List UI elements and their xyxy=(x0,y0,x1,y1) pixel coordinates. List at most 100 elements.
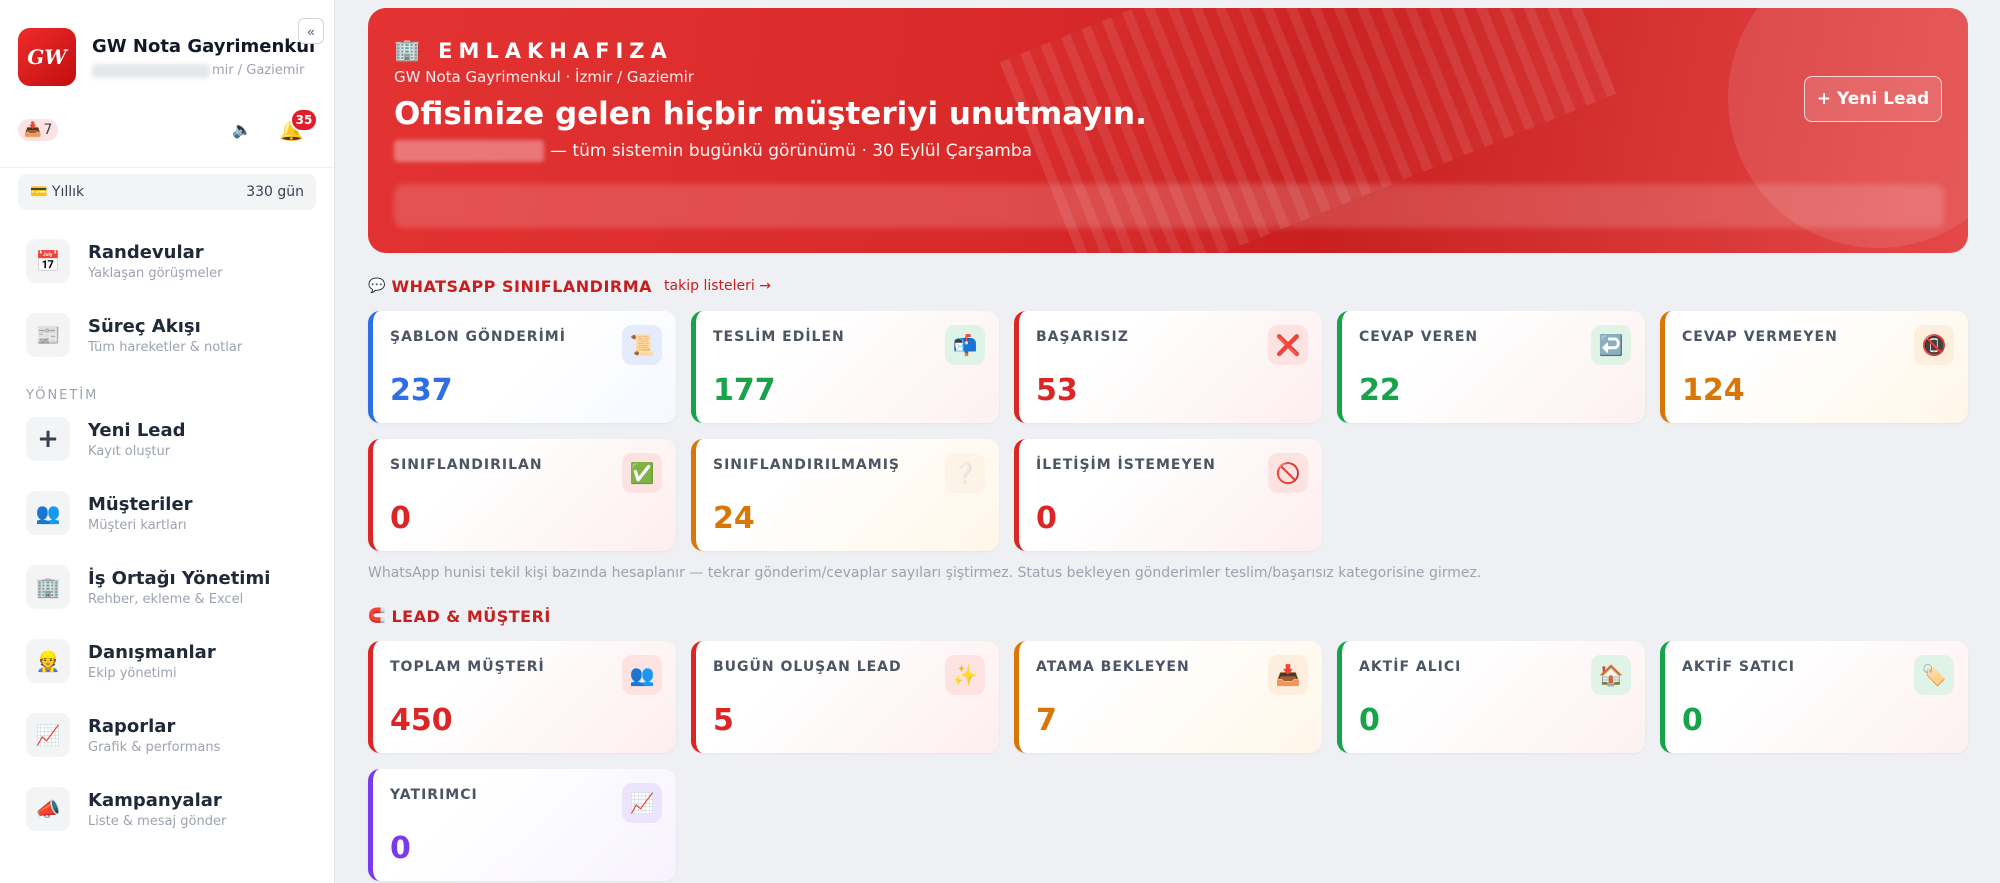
sidebar-item-danismanlar[interactable]: 👷 Danışmanlar Ekip yönetimi xyxy=(0,624,334,698)
chat-icon: 💬 xyxy=(368,278,386,294)
stat-value: 237 xyxy=(390,373,453,408)
magnet-icon: 🧲 xyxy=(368,608,386,624)
stat-card-siniflandirilmamis[interactable]: SINIFLANDIRILMAMIŞ 24 ❔ xyxy=(691,439,999,551)
stat-card-yatirimci[interactable]: YATIRIMCI 0 📈 xyxy=(368,769,676,881)
stat-card-toplam-musteri[interactable]: TOPLAM MÜŞTERİ 450 👥 xyxy=(368,641,676,753)
hero-brand: 🏢 EMLAKHAFIZA xyxy=(394,38,673,63)
stat-value: 0 xyxy=(1036,501,1057,536)
stat-label: CEVAP VERMEYEN xyxy=(1682,329,1838,345)
stat-card-cevap-vermeyen[interactable]: CEVAP VERMEYEN 124 📵 xyxy=(1660,311,1968,423)
inbox-icon: 📥 xyxy=(1268,655,1308,695)
inbox-icon: 📥 xyxy=(24,121,42,138)
stat-card-cevap-veren[interactable]: CEVAP VEREN 22 ↩️ xyxy=(1337,311,1645,423)
stat-card-aktif-satici[interactable]: AKTİF SATICI 0 🏷️ xyxy=(1660,641,1968,753)
redacted-strip xyxy=(394,184,1944,228)
stat-value: 0 xyxy=(1682,703,1703,738)
sidebar-item-kampanyalar[interactable]: 📣 Kampanyalar Liste & mesaj gönder xyxy=(0,772,334,846)
brand-name: GW Nota Gayrimenkul xyxy=(92,36,316,57)
sidebar-nav: 📅 Randevular Yaklaşan görüşmeler 📰 Süreç… xyxy=(0,224,334,846)
sidebar-item-yeni-lead[interactable]: + Yeni Lead Kayıt oluştur xyxy=(0,402,334,476)
tag-icon: 🏷️ xyxy=(1914,655,1954,695)
stat-value: 7 xyxy=(1036,703,1057,738)
inbox-count: 7 xyxy=(43,121,53,138)
sidebar-item-subtitle: Kayıt oluştur xyxy=(88,443,171,459)
whatsapp-stats-grid: ŞABLON GÖNDERİMİ 237 📜 TESLİM EDİLEN 177… xyxy=(368,311,1968,551)
building-icon: 🏢 xyxy=(394,38,427,62)
prohibited-icon: 🚫 xyxy=(1268,453,1308,493)
speaker-icon[interactable]: 🔈 xyxy=(232,120,252,139)
sidebar-item-subtitle: Ekip yönetimi xyxy=(88,665,177,681)
cross-icon: ❌ xyxy=(1268,325,1308,365)
sidebar-item-is-ortagi[interactable]: 🏢 İş Ortağı Yönetimi Rehber, ekleme & Ex… xyxy=(0,550,334,624)
stat-card-aktif-alici[interactable]: AKTİF ALICI 0 🏠 xyxy=(1337,641,1645,753)
hero-banner: 🏢 EMLAKHAFIZA GW Nota Gayrimenkul · İzmi… xyxy=(368,8,1968,253)
inbox-pill[interactable]: 📥 7 xyxy=(18,118,59,141)
sidebar-item-title: Süreç Akışı xyxy=(88,315,201,337)
collapse-sidebar-button[interactable]: « xyxy=(298,18,324,44)
stat-label: SINIFLANDIRILMAMIŞ xyxy=(713,457,900,473)
hero-subtitle: — tüm sistemin bugünkü görünümü · 30 Eyl… xyxy=(394,140,1032,162)
users-icon: 👥 xyxy=(26,491,70,535)
main-content: 🏢 EMLAKHAFIZA GW Nota Gayrimenkul · İzmi… xyxy=(368,8,1968,881)
stat-label: AKTİF ALICI xyxy=(1359,659,1462,675)
status-row: 📥 7 🔈 🔔 35 xyxy=(0,106,334,168)
stat-value: 24 xyxy=(713,501,755,536)
plus-icon: + xyxy=(26,417,70,461)
house-icon: 🏠 xyxy=(1591,655,1631,695)
stat-value: 0 xyxy=(1359,703,1380,738)
sidebar-item-title: Kampanyalar xyxy=(88,789,222,811)
stat-value: 5 xyxy=(713,703,734,738)
sidebar-item-title: Raporlar xyxy=(88,715,176,737)
sidebar-item-raporlar[interactable]: 📈 Raporlar Grafik & performans xyxy=(0,698,334,772)
check-icon: ✅ xyxy=(622,453,662,493)
chart-up-icon: 📈 xyxy=(622,783,662,823)
newspaper-icon: 📰 xyxy=(26,313,70,357)
hero-brand-name: EMLAKHAFIZA xyxy=(438,38,673,63)
whatsapp-note: WhatsApp hunisi tekil kişi bazında hesap… xyxy=(368,565,1482,581)
stat-label: ATAMA BEKLEYEN xyxy=(1036,659,1190,675)
sidebar-item-surec-akisi[interactable]: 📰 Süreç Akışı Tüm hareketler & notlar xyxy=(0,298,334,372)
stat-card-bugun-lead[interactable]: BUGÜN OLUŞAN LEAD 5 ✨ xyxy=(691,641,999,753)
stat-card-sablon[interactable]: ŞABLON GÖNDERİMİ 237 📜 xyxy=(368,311,676,423)
stat-card-atama-bekleyen[interactable]: ATAMA BEKLEYEN 7 📥 xyxy=(1014,641,1322,753)
stat-value: 0 xyxy=(390,501,411,536)
brand-location: mir / Gaziemir xyxy=(92,63,315,78)
new-lead-button[interactable]: + Yeni Lead xyxy=(1804,76,1942,122)
stat-value: 177 xyxy=(713,373,776,408)
megaphone-icon: 📣 xyxy=(26,787,70,831)
redacted-text xyxy=(92,63,210,78)
sparkles-icon: ✨ xyxy=(945,655,985,695)
stat-label: BUGÜN OLUŞAN LEAD xyxy=(713,659,902,675)
redacted-text xyxy=(394,140,544,162)
stat-value: 22 xyxy=(1359,373,1401,408)
hero-location: GW Nota Gayrimenkul · İzmir / Gaziemir xyxy=(394,68,694,86)
stat-label: AKTİF SATICI xyxy=(1682,659,1795,675)
lead-stats-grid: TOPLAM MÜŞTERİ 450 👥 BUGÜN OLUŞAN LEAD 5… xyxy=(368,641,1968,881)
brand-location-text: mir / Gaziemir xyxy=(212,63,305,78)
chart-icon: 📈 xyxy=(26,713,70,757)
stat-card-iletisim-istemeyen[interactable]: İLETİŞİM İSTEMEYEN 0 🚫 xyxy=(1014,439,1322,551)
sidebar-item-musteriler[interactable]: 👥 Müşteriler Müşteri kartları xyxy=(0,476,334,550)
stat-value: 0 xyxy=(390,831,411,866)
stat-card-basarisiz[interactable]: BAŞARISIZ 53 ❌ xyxy=(1014,311,1322,423)
sidebar-item-subtitle: Rehber, ekleme & Excel xyxy=(88,591,244,607)
follow-lists-link[interactable]: takip listeleri → xyxy=(664,278,771,294)
sidebar: GW GW Nota Gayrimenkul mir / Gaziemir « … xyxy=(0,0,335,883)
sidebar-item-subtitle: Yaklaşan görüşmeler xyxy=(88,265,223,281)
sidebar-item-title: Yeni Lead xyxy=(88,419,186,441)
mailbox-icon: 📬 xyxy=(945,325,985,365)
stat-card-siniflandirilan[interactable]: SINIFLANDIRILAN 0 ✅ xyxy=(368,439,676,551)
stat-label: ŞABLON GÖNDERİMİ xyxy=(390,329,566,345)
stat-label: SINIFLANDIRILAN xyxy=(390,457,543,473)
brand-logo: GW xyxy=(18,28,76,86)
sidebar-item-randevular[interactable]: 📅 Randevular Yaklaşan görüşmeler xyxy=(0,224,334,298)
users-icon: 👥 xyxy=(622,655,662,695)
stat-value: 450 xyxy=(390,703,453,738)
card-icon: 💳 xyxy=(30,184,48,200)
whatsapp-section-header: 💬 WHATSAPP SINIFLANDIRMA takip listeleri… xyxy=(368,271,1968,301)
hero-title: Ofisinize gelen hiçbir müşteriyi unutmay… xyxy=(394,96,1147,132)
stat-card-teslim[interactable]: TESLİM EDİLEN 177 📬 xyxy=(691,311,999,423)
section-title: WHATSAPP SINIFLANDIRMA xyxy=(391,276,653,296)
sidebar-item-title: Müşteriler xyxy=(88,493,193,515)
section-title: LEAD & MÜŞTERİ xyxy=(391,606,551,626)
